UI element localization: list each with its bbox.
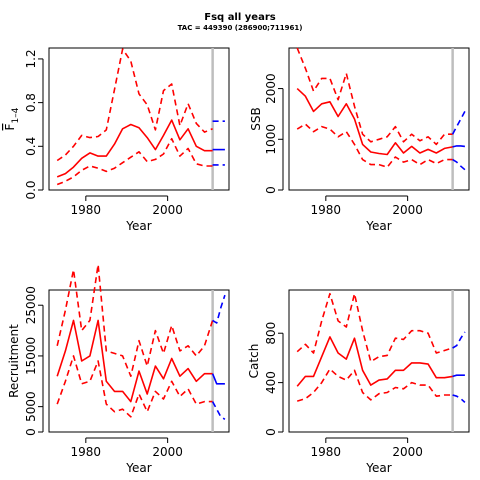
series-historic-lower [56,355,213,418]
y-tick-label: 0 [264,428,278,436]
y-axis-label: SSB [249,107,263,130]
y-tick-label: 25000 [24,286,38,324]
y-axis-label-subscript: 1–4 [11,107,21,123]
x-tick-label: 1980 [311,445,342,459]
y-tick-label: 0.8 [24,93,38,112]
series-historic-median [56,319,213,403]
x-axis-label: Year [125,219,151,233]
series-historic-median [296,336,453,387]
y-tick-label: 0 [24,428,38,436]
x-axis-label: Year [125,461,151,475]
y-tick-label: 2000 [264,73,278,104]
x-tick-label: 1980 [71,445,102,459]
series-historic-lower [56,137,213,186]
series-projection-upper [451,111,466,135]
y-axis-label-main: F [3,123,17,130]
y-tick-label: 1.2 [24,49,38,68]
y-axis-label: Recruitment [7,324,21,398]
series-projection-median [211,373,225,385]
y-tick-label: 5000 [24,391,38,422]
x-tick-label: 1980 [311,203,342,217]
series-projection-median [452,145,465,148]
panel-recruitment: 1980 2000 0 5000 15000 25000 Year Recruitment [7,263,230,475]
figure-title: Fsq all years [204,12,275,23]
series-historic-upper [56,263,214,378]
x-tick-label: 2000 [152,445,183,459]
series-historic-median [296,88,453,156]
y-axis-label: Catch [247,344,261,379]
plot-box [48,47,230,191]
x-axis-label: Year [365,461,391,475]
x-axis-label: Year [365,219,391,233]
y-tick-label: 400 [264,371,278,394]
series-projection-upper [452,331,466,349]
series-projection-lower [452,158,466,171]
plot-box [48,289,230,433]
x-tick-label: 2000 [152,203,183,217]
series-historic-upper [56,48,213,162]
series-projection-lower [211,401,226,420]
series-historic-lower [296,123,453,168]
x-tick-label: 2000 [392,445,423,459]
panel-catch: 1980 2000 0 400 800 Year Catch [247,289,470,475]
series-historic-upper [296,292,453,363]
series-projection-upper [212,294,226,324]
y-tick-label: 1000 [264,124,278,155]
series-projection-lower [452,394,466,403]
series-historic-lower [296,368,453,402]
x-tick-label: 1980 [71,203,102,217]
x-tick-label: 2000 [392,203,423,217]
y-tick-label: 0.4 [24,137,38,156]
figure-subtitle: TAC = 449390 (286900;711961) [178,24,303,32]
series-historic-median [56,119,213,178]
series-historic-upper [296,47,453,146]
y-tick-label: 0.0 [24,180,38,199]
series-projection-median [452,374,465,378]
y-tick-label: 800 [264,322,278,345]
y-tick-label: 0 [264,186,278,194]
y-tick-label: 15000 [24,337,38,375]
panel-fbar: 1980 2000 0.0 0.4 0.8 1.2 Year F1–4 [3,47,230,233]
plot-box [288,47,470,191]
y-axis-label: F1–4 [3,107,21,130]
plot-box [288,289,470,433]
